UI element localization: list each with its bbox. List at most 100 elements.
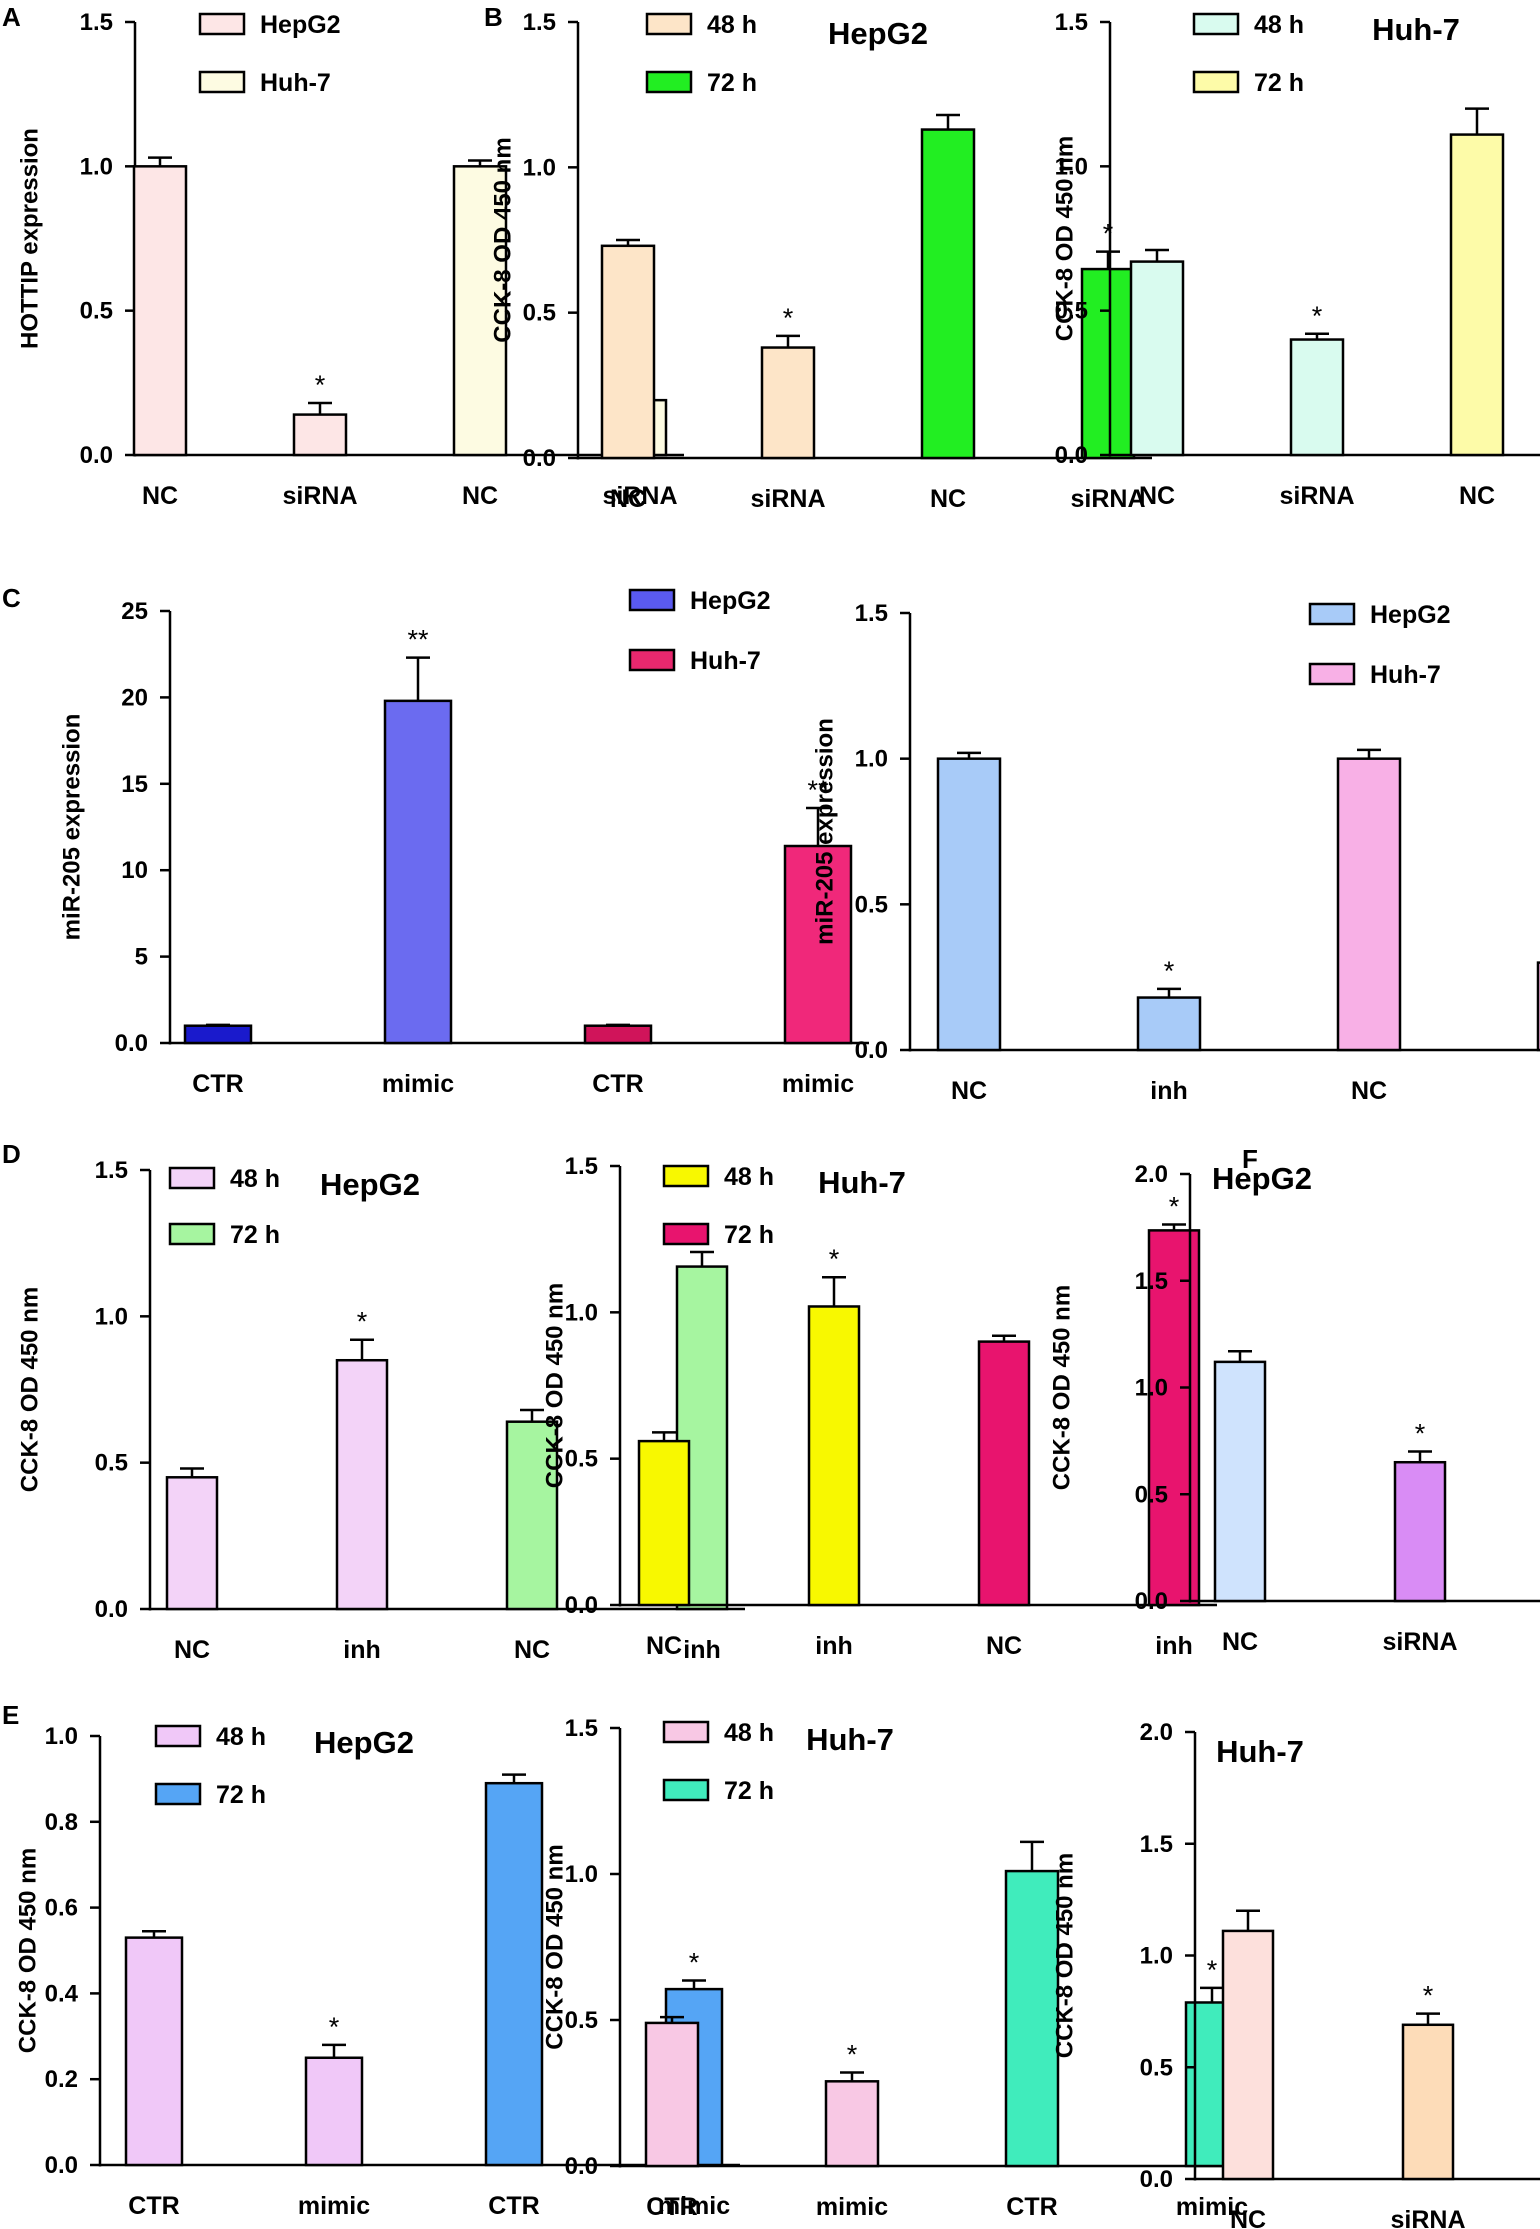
x-tick-label: mimic — [658, 2192, 730, 2220]
x-tick-label: inh — [815, 1632, 853, 1660]
bar-ctr-1 — [124, 1936, 184, 2167]
chart-title: HepG2 — [828, 16, 928, 51]
x-tick-label: CTR — [1006, 2193, 1057, 2221]
x-tick-label: mimic — [1176, 2193, 1248, 2221]
y-tick-label: 1.5 — [855, 600, 888, 627]
legend-label: 72 h — [724, 1777, 774, 1805]
x-tick-label: NC — [514, 1636, 550, 1664]
y-tick-label: 0.5 — [1055, 298, 1088, 325]
y-tick-label: 0.5 — [1135, 1481, 1168, 1508]
legend-label: 48 h — [707, 11, 757, 39]
significance-mark: * — [315, 370, 326, 400]
y-tick-label: 0.0 — [45, 2152, 78, 2179]
legend-swatch — [1308, 662, 1356, 686]
x-tick-label: NC — [1351, 1077, 1387, 1105]
y-tick-label: 0.5 — [80, 298, 113, 325]
bar-nc-3 — [1449, 133, 1505, 457]
y-tick-label: 0.0 — [115, 1030, 148, 1057]
x-tick-label: inh — [343, 1636, 381, 1664]
legend-label: 48 h — [724, 1163, 774, 1191]
y-tick-label: 1.5 — [565, 1715, 598, 1742]
bar-inh-2 — [335, 1358, 389, 1611]
y-axis-label: CCK-8 OD 450 nm — [1049, 1285, 1076, 1490]
legend-swatch — [645, 70, 693, 94]
legend-swatch — [154, 1782, 202, 1806]
bar-ctr-3 — [1004, 1869, 1060, 2168]
chart-panel-4: C 0.0 5 10 15 20 25 miR-205 expression CTR ** mimi… — [2, 583, 869, 1098]
y-tick-label: 0.0 — [523, 445, 556, 472]
x-tick-label: NC — [1230, 2206, 1266, 2229]
bar-sirna-2 — [292, 413, 348, 457]
legend-swatch — [645, 12, 693, 36]
x-tick-label: NC — [1459, 482, 1495, 510]
y-tick-label: 1.0 — [95, 1303, 128, 1330]
y-tick-label: 15 — [121, 771, 148, 798]
bar-mimic-2 — [824, 2080, 880, 2168]
panel-letter: E — [2, 1700, 19, 1730]
bar-nc-1 — [600, 244, 656, 460]
y-axis-label: CCK-8 OD 450 nm — [490, 137, 517, 342]
y-tick-label: 1.0 — [45, 1723, 78, 1750]
legend-label: 72 h — [724, 1221, 774, 1249]
x-tick-label: mimic — [816, 2193, 888, 2221]
x-tick-label: mimic — [782, 1070, 854, 1098]
x-tick-label: CTR — [488, 2192, 539, 2220]
x-tick-label: siRNA — [1390, 2206, 1465, 2229]
x-tick-label: siRNA — [602, 482, 677, 510]
y-tick-label: 0.0 — [1135, 1588, 1168, 1615]
y-tick-label: 0.5 — [855, 891, 888, 918]
legend-swatch — [628, 588, 676, 612]
x-tick-label: NC — [462, 482, 498, 510]
bar-mimic-2 — [383, 699, 453, 1045]
y-axis-label: CCK-8 OD 450 nm — [1052, 1853, 1079, 2058]
significance-mark: * — [1103, 219, 1114, 249]
bar-ctr-1 — [183, 1024, 253, 1045]
bar-sirna-2 — [1401, 2023, 1455, 2181]
significance-mark: * — [1164, 956, 1175, 986]
legend-label: Huh-7 — [260, 69, 331, 97]
y-tick-label: 1.0 — [80, 153, 113, 180]
legend-swatch — [168, 1222, 216, 1246]
x-tick-label: CTR — [128, 2192, 179, 2220]
legend-label: 48 h — [1254, 11, 1304, 39]
chart-title: HepG2 — [314, 1725, 414, 1760]
y-tick-label: 0.0 — [1140, 2166, 1173, 2193]
bar-nc-1 — [1213, 1360, 1267, 1603]
y-tick-label: 0.0 — [565, 2153, 598, 2180]
significance-mark: * — [783, 303, 794, 333]
chart-title: HepG2 — [320, 1167, 420, 1202]
y-axis-label: CCK-8 OD 450 nm — [542, 1844, 569, 2049]
chart-title: Huh-7 — [818, 1165, 906, 1200]
significance-mark: * — [329, 2012, 340, 2042]
y-tick-label: 1.0 — [1055, 153, 1088, 180]
y-axis-label: CCK-8 OD 450 nm — [15, 1848, 42, 2053]
x-tick-label: CTR — [592, 1070, 643, 1098]
panel-letter: A — [2, 2, 21, 32]
chart-title: Huh-7 — [806, 1722, 894, 1757]
legend-label: 48 h — [724, 1719, 774, 1747]
y-tick-label: 2.0 — [1135, 1161, 1168, 1188]
legend-swatch — [198, 12, 246, 36]
significance-mark: * — [1312, 301, 1323, 331]
bar-mimic-4 — [783, 844, 853, 1045]
y-tick-label: 1.5 — [1135, 1268, 1168, 1295]
y-tick-label: 0.0 — [855, 1037, 888, 1064]
panel-letter: D — [2, 1139, 21, 1169]
y-tick-label: 1.5 — [565, 1153, 598, 1180]
y-tick-label: 0.0 — [1055, 442, 1088, 469]
x-tick-label: mimic — [382, 1070, 454, 1098]
y-axis-label: miR-205 expression — [812, 718, 839, 945]
y-tick-label: 0.6 — [45, 1895, 78, 1922]
bar-nc-1 — [637, 1439, 691, 1607]
bar-ctr-3 — [484, 1781, 544, 2167]
x-tick-label: inh — [1155, 1632, 1193, 1660]
legend-label: 72 h — [230, 1221, 280, 1249]
x-tick-label: NC — [930, 485, 966, 513]
x-tick-label: inh — [683, 1636, 721, 1664]
legend-label: HepG2 — [260, 11, 341, 39]
y-tick-label: 0.5 — [565, 1446, 598, 1473]
